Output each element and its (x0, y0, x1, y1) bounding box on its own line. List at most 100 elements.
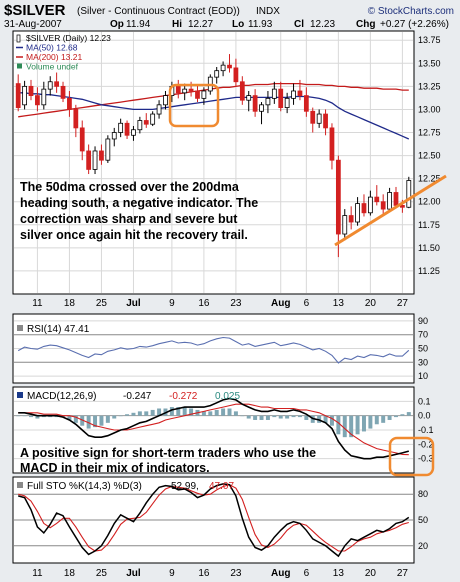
candle-body (278, 88, 284, 108)
rsi-legend: RSI(14) 47.41 (17, 324, 90, 335)
candle-body (406, 180, 412, 208)
macd-annotation-line: MACD in their mix of indicators. (20, 461, 210, 475)
x-tick-label: 20 (365, 298, 377, 309)
sto-d-series (18, 484, 409, 552)
macd-y-tick: -0.3 (418, 454, 434, 464)
macd-hist-bar (272, 415, 277, 418)
sto-k-series (18, 483, 410, 558)
candle-body (227, 64, 232, 69)
candle-body (79, 127, 85, 152)
price-y-tick: 13.75 (418, 35, 441, 45)
candle-body (182, 88, 188, 94)
price-plot-area (12, 30, 415, 295)
ohlc-value: 11.93 (248, 19, 273, 30)
legend-entry: 52.99, (171, 481, 199, 492)
macd-hist-bar (259, 415, 264, 420)
candle-body (335, 159, 341, 235)
x-tick-label-bottom: 9 (169, 568, 175, 579)
legend-entry: $SILVER (Daily) 12.23 (26, 33, 111, 43)
price-y-tick: 13.25 (418, 81, 441, 91)
candle-body (86, 150, 92, 170)
ma200-line (18, 82, 409, 118)
x-tick-label-bottom: 20 (365, 568, 377, 579)
price-annotation-line: correction was sharp and severe but (20, 212, 238, 226)
x-tick-label: 6 (304, 298, 310, 309)
macd-hist-bar (22, 415, 27, 417)
macd-hist-bar (93, 415, 98, 428)
macd-hist-bar (233, 411, 238, 416)
candle-body (163, 95, 168, 106)
ma50-series (18, 92, 410, 140)
candle-body (246, 95, 252, 101)
legend-entry: Full STO %K(14,3) %D(3) (27, 481, 142, 492)
price-annotation-line: heading south, a negative indicator. The (20, 196, 258, 210)
candle-body (316, 113, 322, 124)
macd-hist-bar (291, 415, 296, 418)
macd-y-tick: 0.0 (418, 411, 431, 421)
candle-body (355, 203, 360, 223)
macd-hist-bar (29, 415, 33, 418)
macd-hist-bar (118, 415, 123, 417)
macd-hist-bar (349, 415, 354, 438)
rsi-y-tick: 90 (418, 316, 428, 326)
macd-hist-bar (105, 415, 110, 423)
x-tick-label: 13 (333, 298, 345, 309)
macd-hist-bar (157, 408, 162, 416)
legend-entry: MACD(12,26,9) (27, 391, 96, 402)
macd-signal-line (18, 403, 409, 456)
stochastic-panel: 80 50 20 Full STO %K(14,3) %D(3) 52.99, 47.0… (12, 476, 428, 564)
recovery-trendline (334, 174, 447, 247)
x-tick-label-bottom: 16 (198, 568, 210, 579)
macd-hist-bar (304, 415, 309, 420)
price-y-tick: 11.50 (418, 243, 440, 253)
x-tick-label-bottom: 18 (64, 568, 76, 579)
candle-body (259, 104, 264, 112)
macd-y-ticks: 0.1 0.0 -0.1 -0.2 -0.3 (418, 396, 434, 463)
candle-body (387, 192, 392, 210)
macd-hist-bar (227, 408, 232, 416)
macd-highlight-box (388, 436, 435, 477)
macd-hist-bar (214, 409, 219, 416)
candle-body (265, 97, 271, 106)
x-tick-label: Jul (126, 298, 141, 309)
macd-hist-bar (394, 415, 398, 418)
candle-body (252, 95, 258, 112)
macd-hist-bar (67, 415, 72, 420)
macd-hist-bar (137, 411, 142, 416)
legend-swatch (17, 63, 22, 69)
candle-body (297, 90, 303, 96)
price-y-tick: 12.25 (418, 174, 441, 184)
macd-hist-bar (387, 415, 392, 420)
candle-body (367, 196, 373, 214)
macd-hist-bar (176, 407, 181, 416)
rsi-panel: 90 70 50 30 10 RSI(14) 47.41 (12, 313, 428, 384)
macd-y-tick: -0.2 (418, 439, 434, 449)
candle-body (271, 88, 277, 99)
legend-entry: RSI(14) 47.41 (27, 324, 90, 335)
sto-y-ticks: 80 50 20 (418, 489, 428, 551)
legend-entry: -0.272 (169, 391, 198, 402)
x-tick-label: 27 (397, 298, 409, 309)
price-y-tick: 11.75 (418, 220, 440, 230)
rsi-y-tick: 10 (418, 371, 428, 381)
price-y-ticks: 13.75 13.50 13.25 13.00 12.75 12.50 12.25 12.00… (418, 35, 441, 276)
legend-entry: MA(50) 12.68 (26, 43, 78, 53)
sto-y-tick: 20 (418, 541, 428, 551)
price-panel: 13.75 13.50 13.25 13.00 12.75 12.50 12.25 12.00… (12, 30, 447, 295)
candle-body (214, 70, 220, 78)
candle-body (67, 97, 72, 110)
candle-body (239, 81, 245, 101)
price-annotation: The 50dma crossed over the 200dma headin… (20, 180, 262, 242)
symbol-name: (Silver - Continuous Contract (EOD)) (77, 6, 240, 17)
candle-body (188, 88, 194, 92)
site-credit: © StockCharts.com (368, 6, 454, 17)
macd-hist-bar (240, 415, 245, 417)
x-tick-label-bottom: 23 (230, 568, 242, 579)
candle-body (35, 95, 40, 106)
candle-body (60, 85, 66, 99)
rsi-y-tick: 50 (418, 344, 428, 354)
rsi-gridlines (14, 320, 413, 377)
macd-hist-bar (221, 408, 226, 416)
